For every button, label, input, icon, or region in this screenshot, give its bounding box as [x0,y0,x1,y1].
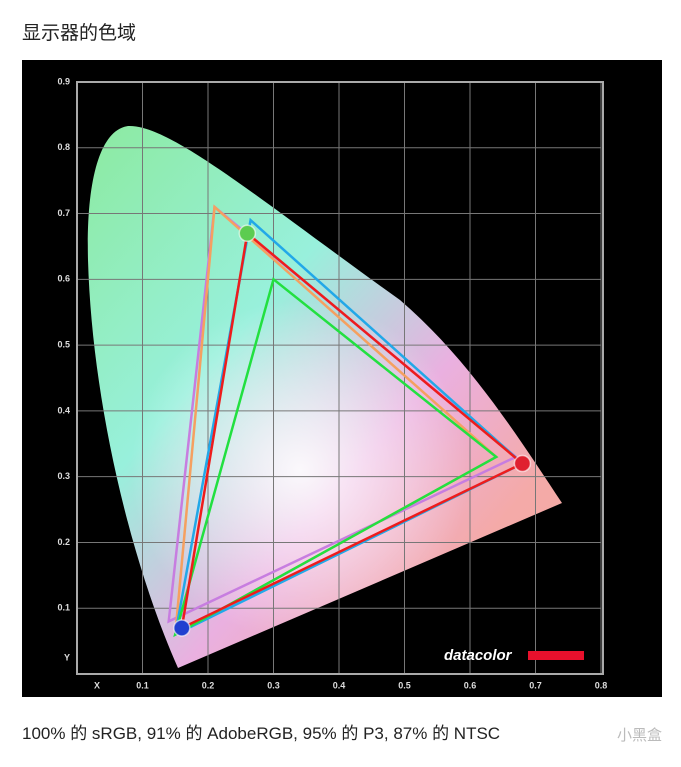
primary-marker [173,619,191,637]
x-tick-label: 0.6 [464,680,477,690]
logo: datacolor [444,647,513,664]
y-tick-label: 0.5 [57,339,70,349]
y-tick-label: 0.3 [57,471,70,481]
caption: 100% 的 sRGB, 91% 的 AdobeRGB, 95% 的 P3, 8… [22,724,501,743]
y-tick-label: 0.8 [57,142,70,152]
white-point-glow [87,125,562,668]
x-tick-label: 0.8 [595,680,608,690]
x-tick-label: 0.1 [136,680,149,690]
x-tick-label: 0.4 [333,680,346,690]
y-tick-label: 0.1 [57,603,70,613]
y-tick-label: 0.4 [57,405,70,415]
y-tick-label: 0.7 [57,208,70,218]
gamut-triangle [173,217,525,637]
gamut-triangle [173,277,499,638]
logo-bar [528,651,584,660]
x-tick-label: X [94,680,100,690]
x-tick-label: 0.3 [267,680,280,690]
primary-marker [513,454,532,473]
x-tick-label: 0.2 [202,680,215,690]
watermark: 小黑盒 [617,727,663,744]
gamut-triangle [180,230,525,631]
heading: 显示器的色域 [22,23,137,44]
y-tick-label: 0.6 [57,274,70,284]
y-tick-label: 0.9 [57,76,70,86]
x-tick-label: 0.5 [398,680,411,690]
x-tick-label: 0.7 [529,680,542,690]
plot-frame [76,81,604,675]
primary-marker [238,224,257,243]
y-tick-label: Y [64,652,70,662]
y-tick-label: 0.2 [57,537,70,547]
chart: X 0.1 0.2 0.3 0.4 0.5 0.6 0.7 0.8 Y 0.1 0.2 0.3 0.4 0.… [22,60,662,697]
